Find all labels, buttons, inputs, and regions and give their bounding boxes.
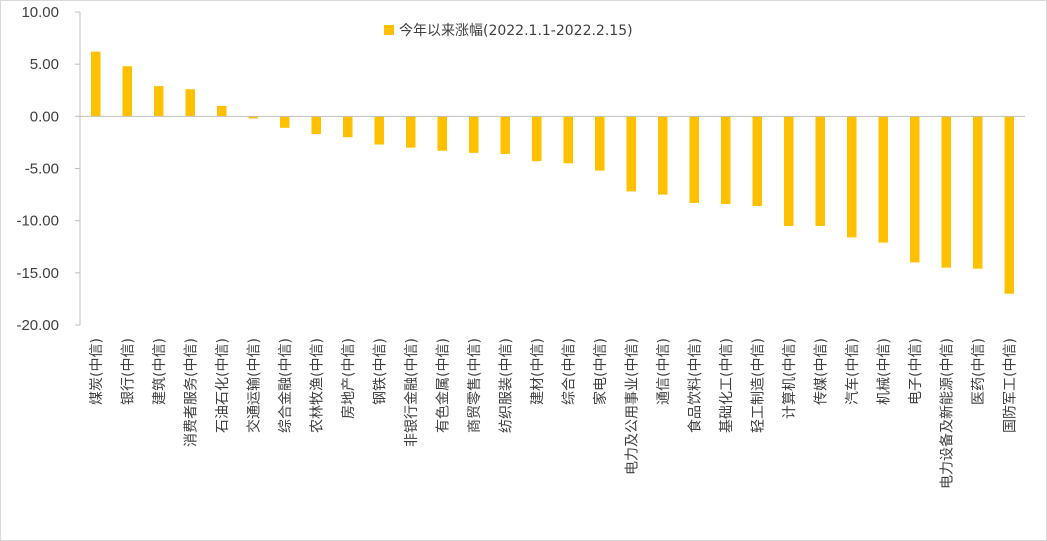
bar [721,116,731,204]
bar [91,51,101,117]
x-tick-label: 纺织服装(中信) [498,338,514,433]
bar [532,116,542,162]
x-tick-label: 交通运输(中信) [245,338,262,433]
x-tick-label: 轻工制造(中信) [750,338,766,433]
y-tick-label: 0.00 [30,108,59,125]
x-axis: 煤炭(中信) 银行(中信) 建筑(中信) 消费者服务(中信) 石油石化(中信) 交通运输(… [80,115,1025,489]
bar [500,116,510,154]
bar [374,116,384,145]
x-tick-label: 电力设备及新能源(中信) [938,338,955,489]
x-tick-label: 钢铁(中信) [372,338,388,405]
x-tick-label: 通信(中信) [656,338,672,405]
x-tick-label: 消费者服务(中信) [183,338,199,447]
x-tick-label: 食品饮料(中信) [686,338,703,433]
y-tick-label: -15.00 [16,265,59,282]
x-tick-label: 家电(中信) [592,338,609,405]
bar [248,116,258,119]
bar [752,116,762,207]
x-tick-label: 医药(中信) [971,338,987,405]
bar [185,89,195,117]
x-tick-label: 石油石化(中信) [215,338,231,433]
bar [626,116,636,192]
legend: 今年以来涨幅(2022.1.1-2022.2.15) [384,23,633,39]
y-tick-label: 10.00 [21,4,59,21]
x-tick-label: 建筑(中信) [152,338,168,405]
x-tick-label: 电力及公用事业(中信) [624,338,640,475]
bars [91,51,1014,294]
y-axis: 10.00 5.00 0.00 -5.00 -10.00 -15.00 -20.00 [16,4,81,334]
bar [217,105,227,117]
x-tick-label: 有色金属(中信) [434,338,451,433]
bar [815,116,825,226]
bar [689,116,699,203]
x-tick-label: 汽车(中信) [844,338,861,405]
x-tick-label: 电子(中信) [908,338,924,405]
legend-swatch [384,25,394,35]
x-tick-label: 综合金融(中信) [278,338,294,433]
bar [154,86,164,117]
x-tick-label: 农林牧渔(中信) [309,338,325,433]
bar [910,116,920,263]
legend-label: 今年以来涨幅(2022.1.1-2022.2.15) [399,23,633,39]
bar [1004,116,1014,294]
bar [973,116,983,269]
bar [343,116,353,138]
x-tick-label: 传媒(中信) [813,338,829,405]
x-tick-label: 基础化工(中信) [718,338,735,433]
bar [784,116,794,226]
bar [563,116,573,164]
y-tick-label: -5.00 [25,161,59,178]
x-tick-label: 建材(中信) [530,338,546,405]
y-tick-label: 5.00 [30,56,59,73]
bar [469,116,479,153]
bar [878,116,888,243]
y-tick-label: -10.00 [16,213,59,230]
x-tick-label: 国防军工(中信) [1002,338,1018,433]
x-tick-label: 非银行金融(中信) [404,338,420,447]
bar [406,116,416,148]
bar [941,116,951,268]
x-tick-label: 煤炭(中信) [89,338,105,405]
x-tick-label: 银行(中信) [120,338,136,405]
y-tick-label: -20.00 [16,317,59,334]
x-tick-label: 计算机(中信) [782,338,798,419]
bar [847,116,857,238]
bar [280,116,290,128]
bar [311,116,321,135]
bar [595,116,605,171]
x-tick-label: 商贸零售(中信) [467,338,483,433]
x-tick-label: 机械(中信) [876,338,892,405]
bar [658,116,668,195]
x-tick-label: 房地产(中信) [341,338,357,419]
bar [437,116,447,151]
bar [122,66,132,117]
x-tick-label: 综合(中信) [561,338,577,405]
